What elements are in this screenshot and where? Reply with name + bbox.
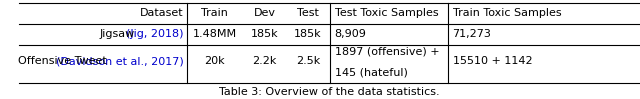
Text: (Davidson et al., 2017): (Davidson et al., 2017) [56, 56, 184, 66]
Text: 71,273: 71,273 [452, 29, 492, 39]
Text: 185k: 185k [251, 29, 278, 39]
Text: 2.2k: 2.2k [252, 56, 276, 66]
Text: Train: Train [202, 8, 228, 18]
Text: 8,909: 8,909 [335, 29, 367, 39]
Text: 2.5k: 2.5k [296, 56, 320, 66]
Text: 1.48MM: 1.48MM [193, 29, 237, 39]
Text: 185k: 185k [294, 29, 322, 39]
Text: Test: Test [297, 8, 319, 18]
Text: 1897 (offensive) +: 1897 (offensive) + [335, 46, 439, 57]
Text: 145 (hateful): 145 (hateful) [335, 67, 408, 77]
Text: Test Toxic Samples: Test Toxic Samples [335, 8, 438, 18]
Text: 15510 + 1142: 15510 + 1142 [452, 56, 532, 66]
Text: Table 3: Overview of the data statistics.: Table 3: Overview of the data statistics… [220, 87, 440, 97]
Text: Train Toxic Samples: Train Toxic Samples [452, 8, 561, 18]
Text: 20k: 20k [205, 56, 225, 66]
Text: Offensive Tweet: Offensive Tweet [19, 56, 111, 66]
Text: Dataset: Dataset [140, 8, 184, 18]
Text: Dev: Dev [253, 8, 275, 18]
Text: Jigsaw: Jigsaw [100, 29, 138, 39]
Text: (Jig, 2018): (Jig, 2018) [126, 29, 184, 39]
